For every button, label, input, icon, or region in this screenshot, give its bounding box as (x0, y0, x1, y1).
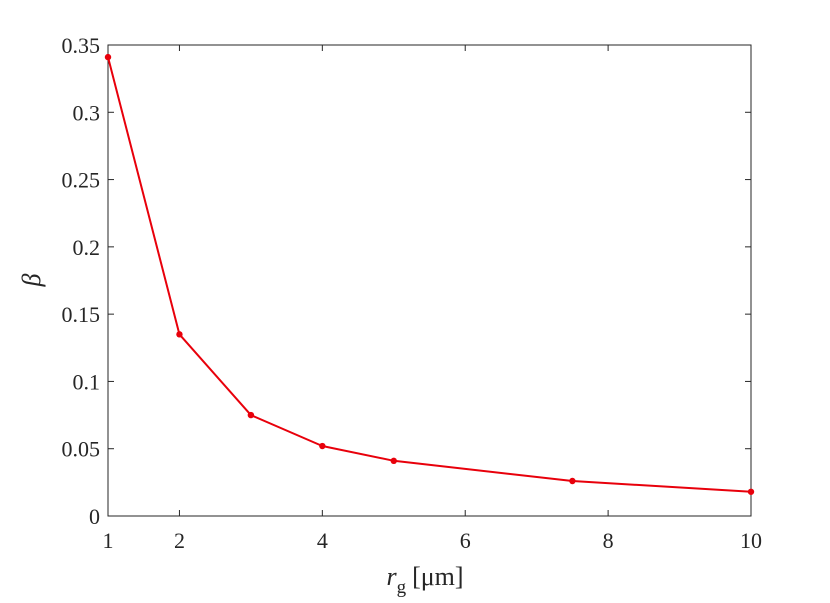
plot-area (107, 44, 752, 517)
y-tick-label: 0.35 (62, 33, 101, 58)
data-point (104, 53, 112, 61)
x-tick-label: 2 (174, 528, 185, 553)
series-layer (104, 53, 755, 495)
x-axis-title: rg [μm] (386, 562, 463, 598)
y-tick-label: 0.3 (73, 100, 101, 125)
x-tick-labels: 1 2 4 6 8 10 (103, 528, 763, 553)
y-tick-label: 0.1 (73, 369, 101, 394)
data-point (569, 477, 576, 485)
data-point (390, 457, 397, 465)
x-tick-label: 1 (103, 528, 114, 553)
x-tick-label: 4 (317, 528, 328, 553)
y-tick-label: 0 (89, 504, 100, 529)
data-point (247, 411, 255, 419)
x-tick-label: 6 (460, 528, 471, 553)
y-tick-label: 0.2 (73, 235, 101, 260)
data-point (319, 442, 326, 450)
x-tick-label: 10 (740, 528, 762, 553)
data-point (176, 331, 183, 338)
y-tick-labels: 0 0.05 0.1 0.15 0.2 0.25 0.3 0.35 (62, 33, 101, 529)
y-tick-label: 0.15 (62, 302, 101, 327)
data-point (747, 488, 755, 495)
x-axis-symbol: r (386, 562, 397, 591)
y-axis-title: β (17, 273, 46, 287)
y-tick-label: 0.05 (62, 437, 101, 462)
y-tick-label: 0.25 (62, 168, 101, 193)
x-tick-label: 8 (603, 528, 614, 553)
axis-ticks (107, 44, 752, 517)
x-axis-subscript: g (397, 577, 407, 598)
x-axis-unit: [μm] (412, 562, 463, 591)
